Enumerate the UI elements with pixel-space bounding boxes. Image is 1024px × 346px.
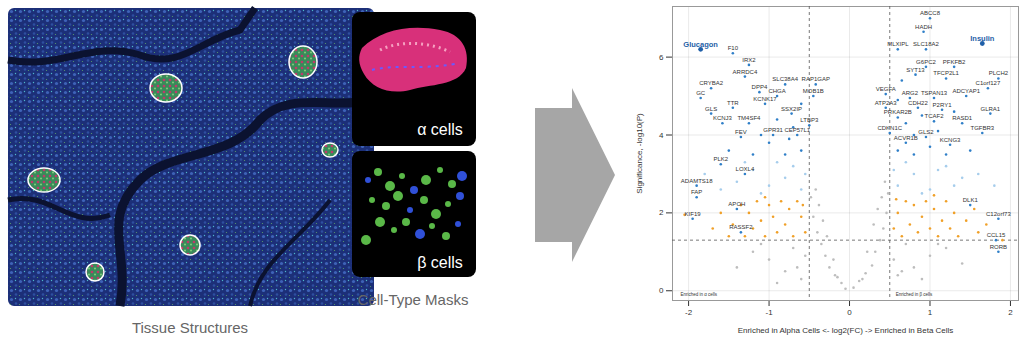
svg-text:α cells: α cells [417, 121, 463, 138]
svg-text:SSX2IP: SSX2IP [781, 106, 802, 112]
svg-text:GLS2: GLS2 [918, 129, 934, 135]
svg-text:ARRDC4: ARRDC4 [733, 69, 758, 75]
svg-text:-1: -1 [765, 308, 773, 317]
svg-text:GLRA1: GLRA1 [980, 106, 1000, 112]
svg-text:Glucagon: Glucagon [683, 40, 718, 49]
svg-text:PLCH2: PLCH2 [989, 70, 1009, 76]
svg-text:RASSF2: RASSF2 [729, 224, 753, 230]
svg-text:0: 0 [659, 286, 664, 295]
svg-text:KCNG3: KCNG3 [940, 137, 961, 143]
svg-text:APOH: APOH [728, 201, 745, 207]
svg-text:SLC38A4: SLC38A4 [772, 76, 798, 82]
svg-text:ADCYAP1: ADCYAP1 [952, 88, 980, 94]
svg-text:TTR: TTR [727, 100, 739, 106]
svg-text:ARG2: ARG2 [902, 90, 919, 96]
svg-text:KCNJ3: KCNJ3 [713, 115, 733, 121]
svg-text:ADAMTS18: ADAMTS18 [681, 178, 713, 184]
svg-text:G6PC2: G6PC2 [916, 59, 936, 65]
svg-text:KCNK17: KCNK17 [753, 96, 777, 102]
svg-text:KIF19: KIF19 [685, 211, 702, 217]
svg-text:TFCP2L1: TFCP2L1 [933, 70, 959, 76]
svg-text:CDKN1C: CDKN1C [877, 125, 902, 131]
svg-text:PFKFB2: PFKFB2 [943, 59, 966, 65]
svg-text:Enriched in α cells: Enriched in α cells [681, 292, 718, 297]
svg-text:VEGFA: VEGFA [876, 86, 896, 92]
svg-text:LTBP3: LTBP3 [800, 117, 819, 123]
svg-text:CEP57L1: CEP57L1 [784, 127, 810, 133]
svg-text:RORB: RORB [990, 244, 1007, 250]
svg-text:SLC18A2: SLC18A2 [913, 41, 939, 47]
svg-text:DPP4: DPP4 [752, 84, 768, 90]
svg-text:Cell-Type Masks: Cell-Type Masks [358, 291, 469, 308]
svg-text:MOB1B: MOB1B [803, 88, 824, 94]
svg-text:6: 6 [659, 53, 664, 62]
svg-text:CCL15: CCL15 [987, 232, 1006, 238]
svg-text:MLXIPL: MLXIPL [887, 41, 909, 47]
svg-text:TCAF2: TCAF2 [925, 113, 945, 119]
svg-text:β cells: β cells [417, 254, 463, 271]
svg-text:IRX2: IRX2 [742, 57, 756, 63]
svg-text:PLK2: PLK2 [713, 156, 728, 162]
svg-text:SYT13: SYT13 [906, 67, 925, 73]
svg-text:F10: F10 [728, 45, 739, 51]
svg-text:LOXL4: LOXL4 [736, 166, 755, 172]
svg-text:2: 2 [1008, 308, 1013, 317]
svg-text:C1orf127: C1orf127 [976, 80, 1001, 86]
svg-text:FAP: FAP [691, 189, 702, 195]
svg-text:P2RY1: P2RY1 [933, 102, 953, 108]
svg-text:GPR31: GPR31 [763, 127, 783, 133]
svg-text:1: 1 [928, 308, 933, 317]
svg-text:HADH: HADH [915, 24, 932, 30]
svg-text:Enriched in β cells: Enriched in β cells [896, 292, 933, 297]
svg-text:0: 0 [847, 308, 852, 317]
svg-text:GLS: GLS [705, 106, 717, 112]
svg-text:RAP1GAP: RAP1GAP [802, 76, 830, 82]
svg-text:FEV: FEV [735, 129, 747, 135]
svg-text:C12orf73: C12orf73 [986, 211, 1011, 217]
svg-text:DLK1: DLK1 [963, 197, 979, 203]
svg-text:4: 4 [659, 131, 664, 140]
svg-text:-2: -2 [685, 308, 693, 317]
svg-text:ABCC8: ABCC8 [920, 10, 941, 16]
svg-text:Insulin: Insulin [970, 34, 995, 43]
svg-text:Significance, -log10(P): Significance, -log10(P) [635, 113, 644, 194]
svg-text:ACVR1B: ACVR1B [894, 135, 918, 141]
svg-text:Tissue Structures: Tissue Structures [132, 319, 248, 336]
svg-text:ATP2A3: ATP2A3 [875, 100, 898, 106]
svg-text:CHGA: CHGA [768, 88, 785, 94]
svg-text:TGFBR3: TGFBR3 [970, 125, 994, 131]
svg-text:TM4SF4: TM4SF4 [737, 115, 761, 121]
svg-text:CDH22: CDH22 [908, 100, 928, 106]
svg-text:2: 2 [659, 208, 664, 217]
svg-text:Enriched in Alpha Cells <- log: Enriched in Alpha Cells <- log2(FC) -> E… [738, 326, 954, 335]
svg-text:PRKAR2B: PRKAR2B [884, 109, 912, 115]
svg-text:CRYBA2: CRYBA2 [699, 80, 724, 86]
svg-text:GC: GC [696, 90, 706, 96]
svg-text:RASD1: RASD1 [952, 115, 973, 121]
svg-text:TSPAN13: TSPAN13 [921, 90, 948, 96]
